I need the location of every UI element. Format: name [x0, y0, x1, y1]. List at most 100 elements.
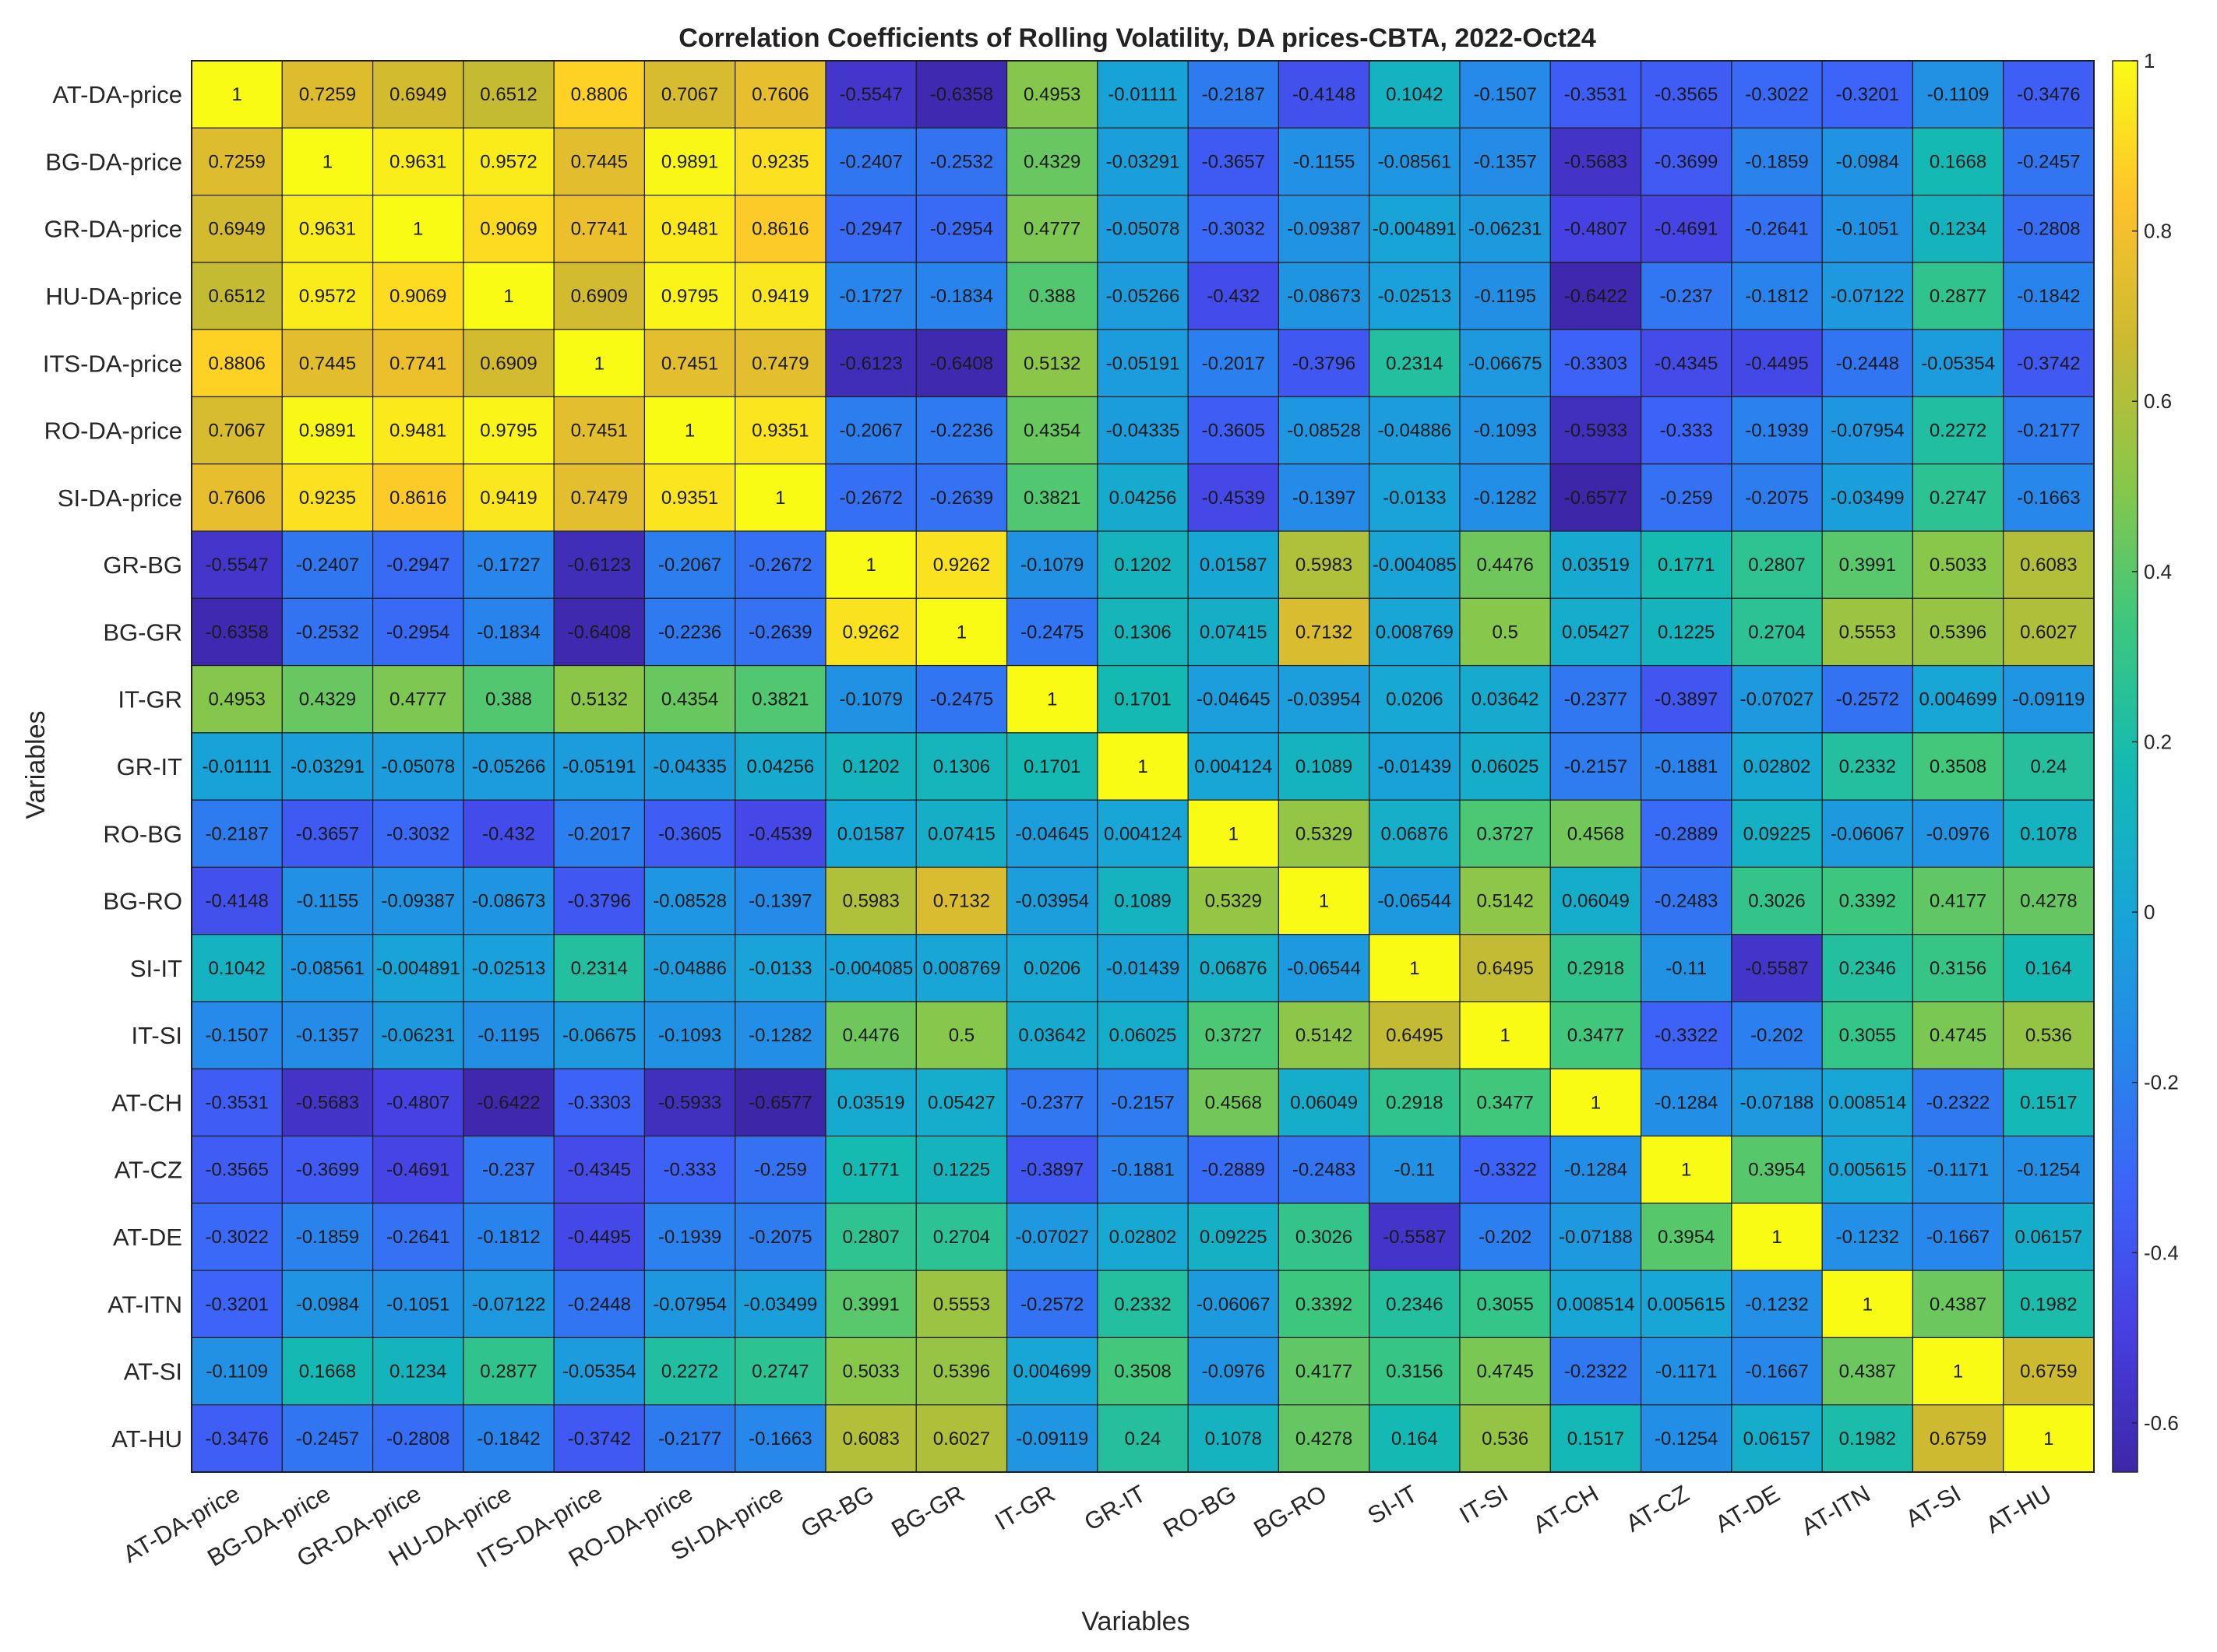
cell-value: 0.7259 [208, 151, 265, 172]
heatmap-cell [1278, 262, 1370, 330]
heatmap-cell [463, 530, 555, 599]
heatmap-cell [372, 1404, 464, 1473]
heatmap-cell [1369, 1337, 1461, 1406]
cell-value: -0.237 [482, 1160, 535, 1181]
cell-value: 0.03519 [837, 1092, 905, 1113]
heatmap-cell [372, 1203, 464, 1271]
heatmap-cell [1369, 597, 1461, 667]
cell-value: -0.2377 [1020, 1092, 1084, 1113]
heatmap-cell [191, 1068, 283, 1137]
heatmap-cell [1006, 1135, 1098, 1204]
cell-value: -0.3796 [568, 891, 631, 912]
cell-value: 0.2807 [1748, 555, 1805, 576]
heatmap-cell [1006, 866, 1098, 935]
cell-value: 1 [957, 622, 967, 643]
cell-value: -0.2448 [568, 1294, 631, 1315]
cell-value: -0.06675 [1468, 353, 1542, 374]
cell-value: -0.1051 [386, 1294, 449, 1315]
cell-value: -0.2177 [2017, 421, 2080, 442]
cell-value: -0.2322 [1926, 1092, 1990, 1113]
cell-value: -0.2067 [658, 555, 721, 576]
cell-value: -0.1282 [749, 1025, 812, 1046]
cell-value: -0.2457 [296, 1428, 359, 1449]
heatmap-cell [1640, 1404, 1732, 1473]
heatmap-cell [1549, 664, 1642, 734]
cell-value: 0.24 [2030, 756, 2067, 777]
colorbar: -0.6 -0.4 -0.2 0 0.2 0.4 0.6 0.8 1 [2112, 49, 2179, 1473]
cell-value: 0.1042 [208, 958, 265, 979]
heatmap-cell [191, 194, 283, 263]
cell-value: 0.5396 [1930, 622, 1986, 643]
heatmap-cell [463, 1270, 555, 1339]
cell-value: 0.3727 [1476, 823, 1533, 844]
cell-value: -0.0984 [1836, 151, 1899, 172]
cell-value: -0.03291 [291, 756, 365, 777]
heatmap-cell [1549, 329, 1642, 398]
cell-value: -0.1284 [1564, 1160, 1627, 1181]
cell-value: -0.11 [1394, 1160, 1435, 1181]
cell-value: -0.1284 [1655, 1092, 1718, 1113]
cell-value: 0.6759 [1930, 1428, 1986, 1449]
cell-value: 0.4953 [208, 689, 265, 710]
cell-value: 0.164 [2025, 958, 2072, 979]
heatmap-cell [915, 597, 1008, 667]
cell-value: -0.2475 [930, 689, 993, 710]
cell-value: -0.259 [754, 1160, 807, 1181]
heatmap-cell [1640, 732, 1732, 801]
heatmap-cell [1006, 262, 1098, 330]
heatmap-cell [1731, 1001, 1823, 1069]
heatmap-cell [1549, 194, 1642, 263]
heatmap-cell [1549, 60, 1642, 129]
cell-value: 0.5142 [1476, 891, 1533, 912]
cell-value: -0.2947 [386, 555, 449, 576]
cell-value: 0.6909 [571, 286, 628, 307]
cell-value: -0.1859 [1745, 151, 1808, 172]
cell-value: -0.5933 [1564, 421, 1627, 442]
heatmap-cell [1187, 1404, 1280, 1473]
heatmap-cell [1097, 262, 1189, 330]
heatmap-cell [1097, 530, 1189, 599]
heatmap-cell [735, 934, 827, 1002]
cell-value: -0.1282 [1473, 488, 1536, 509]
cell-value: 0.2877 [480, 1361, 537, 1383]
cell-value: 0.9891 [299, 421, 356, 442]
heatmap-cell [735, 1001, 827, 1069]
heatmap-cell [2003, 866, 2095, 935]
cell-value: 0.005615 [1828, 1160, 1906, 1181]
cell-value: -0.2322 [1564, 1361, 1627, 1383]
cell-value: -0.06231 [1468, 219, 1542, 240]
cell-value: -0.1663 [749, 1428, 812, 1449]
heatmap-cell [191, 1203, 283, 1271]
cell-value: -0.3796 [1292, 353, 1355, 374]
cell-value: 0.1982 [2020, 1294, 2077, 1315]
heatmap-cell [1821, 396, 1914, 465]
cell-value: -0.432 [1207, 286, 1260, 307]
cell-value: -0.2954 [386, 622, 449, 643]
cell-value: 0.2346 [1386, 1294, 1443, 1315]
cell-value: 0.05427 [1562, 622, 1630, 643]
cell-value: 0.7451 [661, 353, 718, 374]
heatmap-cell [1278, 1135, 1370, 1204]
cell-value: -0.01111 [1108, 84, 1177, 105]
heatmap-cell [281, 732, 374, 801]
colorbar-tick-label: -0.4 [2144, 1241, 2179, 1264]
cell-value: -0.08673 [472, 891, 546, 912]
heatmap-cell [372, 1001, 464, 1069]
heatmap-cell [1278, 396, 1370, 465]
cell-value: -0.04645 [1197, 689, 1271, 710]
heatmap-cell [2003, 463, 2095, 532]
row-label: AT-CH [111, 1089, 182, 1116]
heatmap-cell [1369, 866, 1461, 935]
cell-value: 0.1701 [1024, 756, 1080, 777]
cell-value: -0.03291 [1106, 151, 1180, 172]
heatmap-cell [1459, 396, 1551, 465]
cell-value: 0.7479 [752, 353, 809, 374]
cell-value: -0.2889 [1655, 823, 1718, 844]
cell-value: -0.03499 [1831, 488, 1905, 509]
cell-value: 0.4745 [1476, 1361, 1533, 1383]
cell-value: -0.2808 [386, 1428, 449, 1449]
cell-value: -0.1051 [1836, 219, 1899, 240]
cell-value: -0.1397 [749, 891, 812, 912]
heatmap-cell [1187, 1203, 1280, 1271]
heatmap-cell [643, 262, 736, 330]
